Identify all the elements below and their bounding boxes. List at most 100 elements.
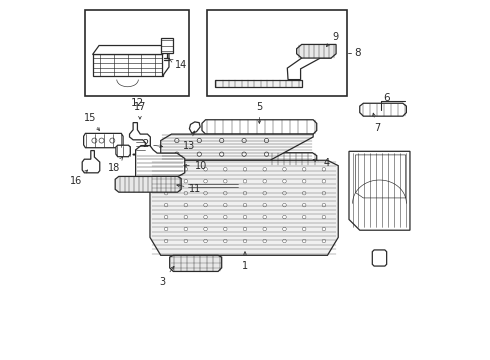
Circle shape [263, 227, 267, 231]
Circle shape [184, 192, 188, 195]
Circle shape [263, 179, 267, 183]
Circle shape [283, 215, 286, 219]
Text: 1: 1 [242, 252, 248, 271]
Circle shape [302, 227, 306, 231]
Polygon shape [372, 250, 387, 266]
Circle shape [204, 192, 207, 195]
Circle shape [322, 203, 326, 207]
Circle shape [283, 167, 286, 171]
Circle shape [164, 179, 168, 183]
Circle shape [220, 152, 224, 156]
Circle shape [283, 192, 286, 195]
Bar [85, 10, 190, 96]
Polygon shape [116, 145, 130, 157]
Circle shape [302, 203, 306, 207]
Circle shape [322, 192, 326, 195]
Text: 3: 3 [159, 266, 174, 287]
Circle shape [175, 152, 179, 156]
Circle shape [243, 203, 247, 207]
Polygon shape [93, 54, 163, 76]
Circle shape [184, 215, 188, 219]
Polygon shape [150, 160, 338, 255]
Circle shape [302, 239, 306, 243]
Polygon shape [190, 122, 200, 134]
Circle shape [243, 167, 247, 171]
Text: 6: 6 [383, 93, 390, 103]
Circle shape [223, 239, 227, 243]
Text: 18: 18 [108, 157, 122, 173]
Circle shape [110, 138, 115, 143]
Circle shape [243, 227, 247, 231]
Circle shape [283, 203, 286, 207]
Circle shape [322, 167, 326, 171]
Circle shape [243, 215, 247, 219]
Circle shape [204, 203, 207, 207]
Circle shape [164, 203, 168, 207]
Circle shape [92, 138, 97, 143]
Text: 7: 7 [372, 113, 380, 132]
Circle shape [204, 227, 207, 231]
Circle shape [283, 239, 286, 243]
Polygon shape [296, 44, 336, 58]
Circle shape [322, 215, 326, 219]
Polygon shape [202, 120, 317, 134]
Circle shape [175, 138, 179, 143]
Text: 17: 17 [134, 102, 146, 119]
Circle shape [204, 167, 207, 171]
Polygon shape [161, 39, 173, 53]
Circle shape [223, 192, 227, 195]
Circle shape [283, 179, 286, 183]
Circle shape [204, 179, 207, 183]
Circle shape [197, 152, 201, 156]
Text: 12: 12 [131, 98, 144, 108]
Circle shape [197, 138, 201, 143]
Text: 10: 10 [184, 161, 207, 171]
Polygon shape [349, 151, 410, 230]
Circle shape [223, 167, 227, 171]
Circle shape [223, 215, 227, 219]
Circle shape [263, 192, 267, 195]
Text: 11: 11 [177, 184, 202, 194]
Circle shape [164, 167, 168, 171]
Circle shape [263, 239, 267, 243]
Circle shape [322, 227, 326, 231]
Polygon shape [115, 176, 181, 192]
Polygon shape [163, 45, 169, 76]
Circle shape [223, 203, 227, 207]
Text: 16: 16 [71, 170, 88, 186]
Circle shape [263, 167, 267, 171]
Circle shape [242, 138, 246, 143]
Polygon shape [161, 134, 313, 160]
Circle shape [184, 203, 188, 207]
Circle shape [302, 167, 306, 171]
Polygon shape [287, 47, 331, 80]
Text: 14: 14 [170, 59, 187, 70]
Circle shape [220, 138, 224, 143]
Circle shape [302, 215, 306, 219]
Text: 4: 4 [313, 158, 330, 168]
Circle shape [302, 179, 306, 183]
Circle shape [265, 152, 269, 156]
Circle shape [243, 179, 247, 183]
Circle shape [243, 239, 247, 243]
Circle shape [164, 192, 168, 195]
Circle shape [283, 227, 286, 231]
Polygon shape [267, 153, 317, 165]
Polygon shape [170, 255, 221, 271]
Circle shape [164, 215, 168, 219]
Circle shape [204, 239, 207, 243]
Circle shape [263, 203, 267, 207]
Circle shape [243, 192, 247, 195]
Circle shape [242, 152, 246, 156]
Text: 13: 13 [183, 131, 196, 151]
Circle shape [184, 227, 188, 231]
Polygon shape [215, 80, 302, 87]
Circle shape [302, 192, 306, 195]
Text: 15: 15 [84, 113, 99, 131]
Polygon shape [82, 150, 100, 173]
Text: 5: 5 [256, 102, 263, 123]
Polygon shape [129, 123, 150, 155]
Text: 2: 2 [142, 139, 163, 149]
Circle shape [184, 179, 188, 183]
Circle shape [99, 138, 104, 143]
